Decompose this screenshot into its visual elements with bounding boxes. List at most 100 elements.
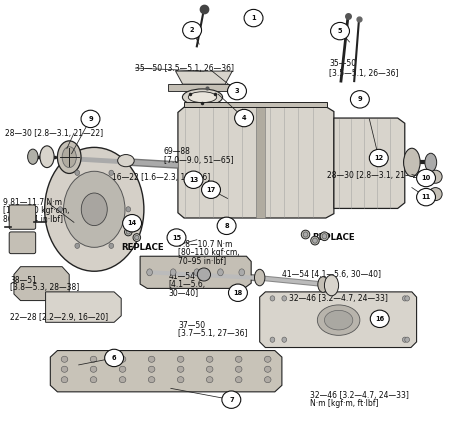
Text: 35—50 [3.5—5.1, 26—36]: 35—50 [3.5—5.1, 26—36] — [136, 64, 234, 72]
Polygon shape — [140, 256, 251, 288]
Circle shape — [369, 150, 388, 167]
Ellipse shape — [402, 337, 407, 342]
Ellipse shape — [119, 356, 126, 362]
Ellipse shape — [119, 366, 126, 372]
Ellipse shape — [403, 148, 420, 177]
Circle shape — [81, 110, 100, 128]
Ellipse shape — [264, 377, 271, 383]
Ellipse shape — [218, 269, 223, 276]
Circle shape — [105, 349, 124, 367]
Ellipse shape — [313, 238, 318, 243]
Ellipse shape — [75, 170, 80, 175]
Ellipse shape — [301, 230, 310, 239]
Ellipse shape — [45, 147, 144, 271]
Ellipse shape — [90, 377, 97, 383]
Ellipse shape — [405, 337, 410, 342]
Ellipse shape — [170, 269, 176, 276]
Text: 12: 12 — [374, 155, 383, 161]
Text: 1: 1 — [251, 15, 256, 21]
Text: 8: 8 — [224, 223, 229, 229]
Circle shape — [350, 91, 369, 108]
Text: 4: 4 — [242, 115, 246, 121]
Polygon shape — [256, 107, 265, 218]
Circle shape — [201, 181, 220, 198]
Ellipse shape — [75, 243, 80, 249]
Ellipse shape — [135, 235, 139, 240]
Polygon shape — [14, 267, 69, 300]
Ellipse shape — [206, 377, 213, 383]
Ellipse shape — [236, 356, 242, 362]
Text: 2: 2 — [190, 27, 194, 33]
Ellipse shape — [194, 269, 200, 276]
Ellipse shape — [324, 275, 338, 296]
Circle shape — [123, 215, 142, 232]
Polygon shape — [50, 351, 282, 392]
Ellipse shape — [311, 236, 319, 245]
Ellipse shape — [322, 234, 327, 239]
Ellipse shape — [236, 366, 242, 372]
Ellipse shape — [148, 356, 155, 362]
Ellipse shape — [206, 356, 213, 362]
Circle shape — [217, 217, 236, 235]
Circle shape — [167, 229, 186, 246]
Ellipse shape — [264, 366, 271, 372]
Ellipse shape — [118, 154, 134, 167]
Text: 28—30 [2.8—3.1, 21—22]: 28—30 [2.8—3.1, 21—22] — [327, 171, 425, 180]
Polygon shape — [334, 118, 405, 208]
Ellipse shape — [236, 377, 242, 383]
Circle shape — [228, 284, 247, 301]
Text: 7.8—10.7 N·m: 7.8—10.7 N·m — [178, 240, 232, 249]
Ellipse shape — [282, 296, 287, 301]
Ellipse shape — [90, 366, 97, 372]
Ellipse shape — [126, 230, 130, 234]
Circle shape — [235, 109, 254, 127]
Text: [80–110 kgf·cm,: [80–110 kgf·cm, — [178, 248, 239, 257]
Ellipse shape — [255, 269, 265, 286]
Ellipse shape — [405, 296, 410, 301]
Text: 3: 3 — [235, 88, 239, 94]
Ellipse shape — [40, 146, 54, 167]
Text: 9: 9 — [88, 116, 93, 122]
Text: [7.0—9.0, 51—65]: [7.0—9.0, 51—65] — [164, 156, 233, 165]
Text: 69—88: 69—88 — [164, 147, 191, 157]
Ellipse shape — [282, 337, 287, 342]
Text: 5: 5 — [338, 28, 342, 34]
Text: 37—50: 37—50 — [178, 321, 205, 330]
Text: N·m [kgf·m, ft·lbf]: N·m [kgf·m, ft·lbf] — [310, 399, 379, 408]
Text: 18: 18 — [233, 290, 243, 296]
Text: 28—30 [2.8—3.1, 21—22]: 28—30 [2.8—3.1, 21—22] — [5, 129, 103, 138]
Ellipse shape — [197, 268, 210, 281]
Ellipse shape — [90, 356, 97, 362]
Text: 9: 9 — [357, 96, 362, 102]
Polygon shape — [175, 71, 232, 84]
Text: 15: 15 — [172, 235, 181, 241]
Ellipse shape — [27, 149, 38, 164]
Text: 7: 7 — [229, 397, 234, 403]
Text: REPLACE: REPLACE — [121, 243, 164, 252]
Ellipse shape — [429, 187, 442, 201]
Ellipse shape — [206, 366, 213, 372]
Ellipse shape — [58, 207, 63, 212]
Text: 70–95 in·lbf]: 70–95 in·lbf] — [178, 256, 226, 265]
Text: 9.81—11.7 N·m: 9.81—11.7 N·m — [3, 198, 62, 207]
Circle shape — [417, 188, 436, 206]
Circle shape — [222, 391, 241, 409]
Ellipse shape — [148, 377, 155, 383]
Text: [3.8—5.3, 28—38]: [3.8—5.3, 28—38] — [10, 283, 80, 293]
Ellipse shape — [318, 305, 360, 335]
Ellipse shape — [324, 310, 353, 330]
Ellipse shape — [148, 366, 155, 372]
Text: 16: 16 — [375, 316, 384, 322]
Text: 38—51: 38—51 — [10, 276, 37, 285]
Ellipse shape — [264, 356, 271, 362]
Ellipse shape — [109, 170, 114, 175]
Text: [4.1—5.6,: [4.1—5.6, — [168, 280, 206, 289]
Circle shape — [417, 169, 436, 187]
Text: 22—28 [2.2—2.9, 16—20]: 22—28 [2.2—2.9, 16—20] — [10, 313, 108, 322]
Text: 41—54: 41—54 — [168, 272, 195, 281]
Text: 16—22 [1.6—2.3, 12—16]: 16—22 [1.6—2.3, 12—16] — [112, 173, 210, 182]
Ellipse shape — [57, 141, 81, 174]
Circle shape — [182, 21, 201, 39]
Ellipse shape — [133, 234, 141, 242]
Ellipse shape — [182, 89, 223, 106]
